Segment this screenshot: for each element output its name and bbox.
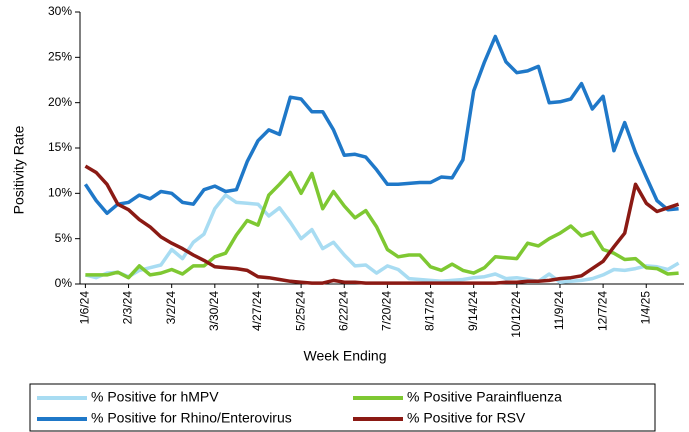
y-tick-label: 25% [48, 50, 72, 64]
x-tick-label: 12/7/24 [595, 291, 609, 331]
series-line [84, 193, 680, 284]
x-tick-label: 6/22/24 [336, 291, 350, 331]
x-tick-label: 9/14/24 [466, 291, 480, 331]
x-axis-title: Week Ending [303, 348, 386, 364]
x-tick-label: 1/4/25 [638, 291, 652, 325]
y-tick-label: 0% [55, 276, 73, 290]
y-tick-label: 30% [48, 4, 72, 18]
y-tick-label: 10% [48, 186, 72, 200]
legend-label: % Positive for Rhino/Enterovirus [91, 410, 292, 426]
legend-label: % Positive for RSV [407, 410, 526, 426]
x-tick-label: 3/2/24 [164, 291, 178, 325]
y-tick-label: 15% [48, 140, 72, 154]
y-tick-label: 20% [48, 95, 72, 109]
x-tick-label: 5/25/24 [293, 291, 307, 331]
x-tick-label: 8/17/24 [423, 291, 437, 331]
x-tick-label: 4/27/24 [250, 291, 264, 331]
y-axis-title: Positivity Rate [11, 125, 27, 214]
x-tick-label: 3/30/24 [207, 291, 221, 331]
series-line [85, 170, 679, 280]
y-tick-label: 5% [55, 231, 73, 245]
legend-box [29, 383, 656, 432]
series-line [84, 164, 680, 285]
x-tick-label: 7/20/24 [380, 291, 394, 331]
x-tick-label: 1/6/24 [78, 291, 92, 325]
legend-label: % Positive for hMPV [91, 389, 219, 405]
x-tick-label: 11/9/24 [552, 291, 566, 330]
series-line [83, 34, 679, 216]
x-tick-label: 2/3/24 [121, 291, 135, 325]
legend-label: % Positive Parainfluenza [407, 389, 562, 405]
x-tick-label: 10/12/24 [509, 291, 523, 338]
